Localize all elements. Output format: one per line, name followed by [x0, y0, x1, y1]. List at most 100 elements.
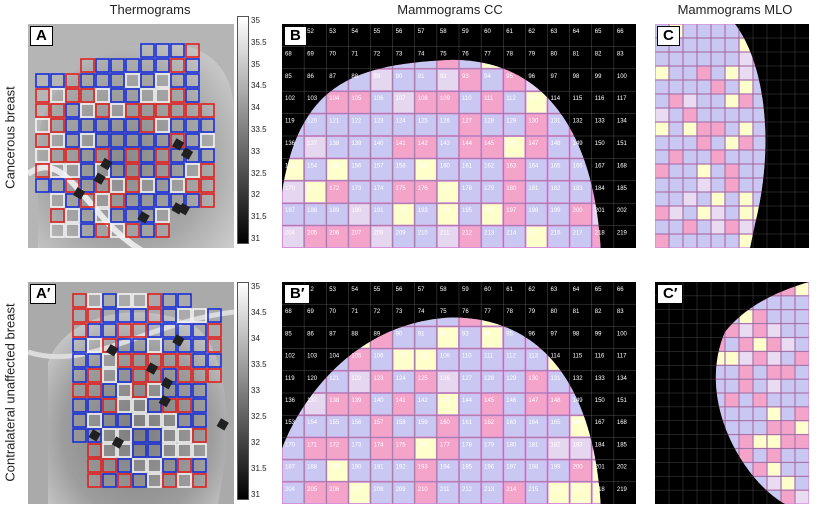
grid-cell	[327, 226, 348, 247]
grid-number: 82	[595, 309, 602, 315]
grid-number: 63	[551, 29, 558, 35]
grid-number: 172	[329, 442, 340, 448]
grid-number: 57	[418, 29, 425, 35]
grid-cell	[725, 421, 739, 434]
thermogram-roi-square	[125, 148, 140, 163]
grid-number: 215	[528, 231, 539, 237]
grid-cell	[711, 80, 725, 94]
grid-number: 157	[374, 163, 385, 169]
grid-cell	[437, 137, 458, 158]
grid-cell	[393, 181, 414, 203]
grid-number: 161	[462, 163, 473, 169]
thermogram-roi-square	[140, 223, 155, 238]
grid-number: 137	[307, 141, 318, 147]
grid-number: 70	[329, 309, 336, 315]
thermogram-roi-square	[147, 398, 162, 413]
grid-cell	[715, 324, 725, 337]
thermogram-roi-square	[162, 443, 177, 458]
thermogram-roi-square	[177, 473, 192, 488]
grid-number: 176	[418, 186, 429, 192]
grid-cell	[283, 460, 304, 481]
grid-cell	[656, 449, 669, 461]
grid-number: 69	[307, 309, 314, 315]
thermogram-roi-square	[35, 103, 50, 118]
grid-number: 66	[617, 287, 624, 293]
grid-number: 189	[329, 465, 340, 471]
grid-cell	[437, 482, 458, 503]
grid-cell	[715, 379, 725, 393]
grid-cell	[526, 226, 547, 247]
grid-cell	[767, 310, 781, 323]
grid-cell	[768, 235, 781, 248]
grid-cell	[725, 24, 739, 38]
thermogram-roi-square	[170, 88, 185, 103]
grid-cell	[669, 52, 683, 66]
grid-cell	[698, 283, 711, 295]
grid-number: 63	[551, 287, 558, 293]
grid-cell	[327, 394, 348, 415]
grid-number: 214	[506, 231, 517, 237]
grid-cell	[767, 379, 781, 393]
grid-number: 98	[573, 331, 580, 337]
grid-cell	[753, 136, 766, 150]
grid-number: 192	[396, 208, 407, 214]
thermogram-roi-square	[87, 323, 102, 338]
grid-cell	[698, 338, 711, 350]
grid-cell	[305, 226, 326, 247]
grid-cell	[371, 114, 392, 135]
grid-cell	[437, 226, 458, 247]
grid-number: 153	[285, 420, 296, 426]
thermogram-roi-square	[132, 323, 147, 338]
grid-cell	[548, 181, 569, 203]
grid-cell	[768, 67, 781, 80]
grid-cell	[393, 137, 414, 158]
grid-cell	[437, 317, 458, 326]
grid-cell	[739, 490, 753, 504]
grid-number: 178	[462, 186, 473, 192]
grid-cell	[482, 327, 503, 348]
grid-cell	[739, 310, 753, 323]
grid-cell	[482, 460, 503, 481]
thermogram-roi-square	[147, 383, 162, 398]
grid-cell	[656, 491, 669, 503]
grid-number: 100	[617, 331, 628, 337]
grid-number: 115	[573, 354, 583, 360]
grid-cell	[482, 438, 503, 459]
grid-number: 141	[396, 141, 407, 147]
grid-number: 148	[551, 141, 562, 147]
thermogram-roi-square	[102, 413, 117, 428]
grid-number: 87	[329, 331, 336, 337]
thermogram-roi-square	[72, 293, 87, 308]
grid-cell	[656, 477, 669, 489]
grid-number: 168	[617, 420, 628, 426]
thermogram-roi-square	[200, 148, 215, 163]
grid-cell	[739, 435, 753, 448]
grid-number: 155	[329, 420, 340, 426]
thermogram-roi-square	[65, 133, 80, 148]
grid-cell	[782, 81, 795, 94]
mammogram-mlo-panel-c: C	[655, 24, 809, 248]
grid-cell	[655, 136, 669, 150]
grid-number: 130	[528, 119, 539, 125]
grid-cell	[283, 204, 304, 225]
thermogram-roi-square	[87, 413, 102, 428]
grid-cell	[697, 234, 711, 248]
thermogram-roi-square	[132, 308, 147, 323]
grid-number: 61	[506, 287, 513, 293]
grid-cell	[393, 349, 414, 370]
grid-cell	[739, 52, 753, 66]
grid-number: 182	[551, 186, 562, 192]
grid-number: 156	[351, 163, 362, 169]
grid-number: 85	[285, 331, 292, 337]
grid-cell	[460, 159, 481, 180]
thermogram-roi-square	[50, 208, 65, 223]
grid-cell	[526, 114, 547, 135]
grid-number: 82	[595, 51, 602, 57]
grid-cell	[683, 52, 697, 66]
grid-cell	[782, 165, 795, 178]
grid-cell	[767, 421, 781, 434]
grid-cell	[725, 352, 739, 365]
grid-cell	[739, 164, 753, 178]
grid-number: 83	[617, 51, 624, 57]
thermogram-roi-square	[132, 473, 147, 488]
